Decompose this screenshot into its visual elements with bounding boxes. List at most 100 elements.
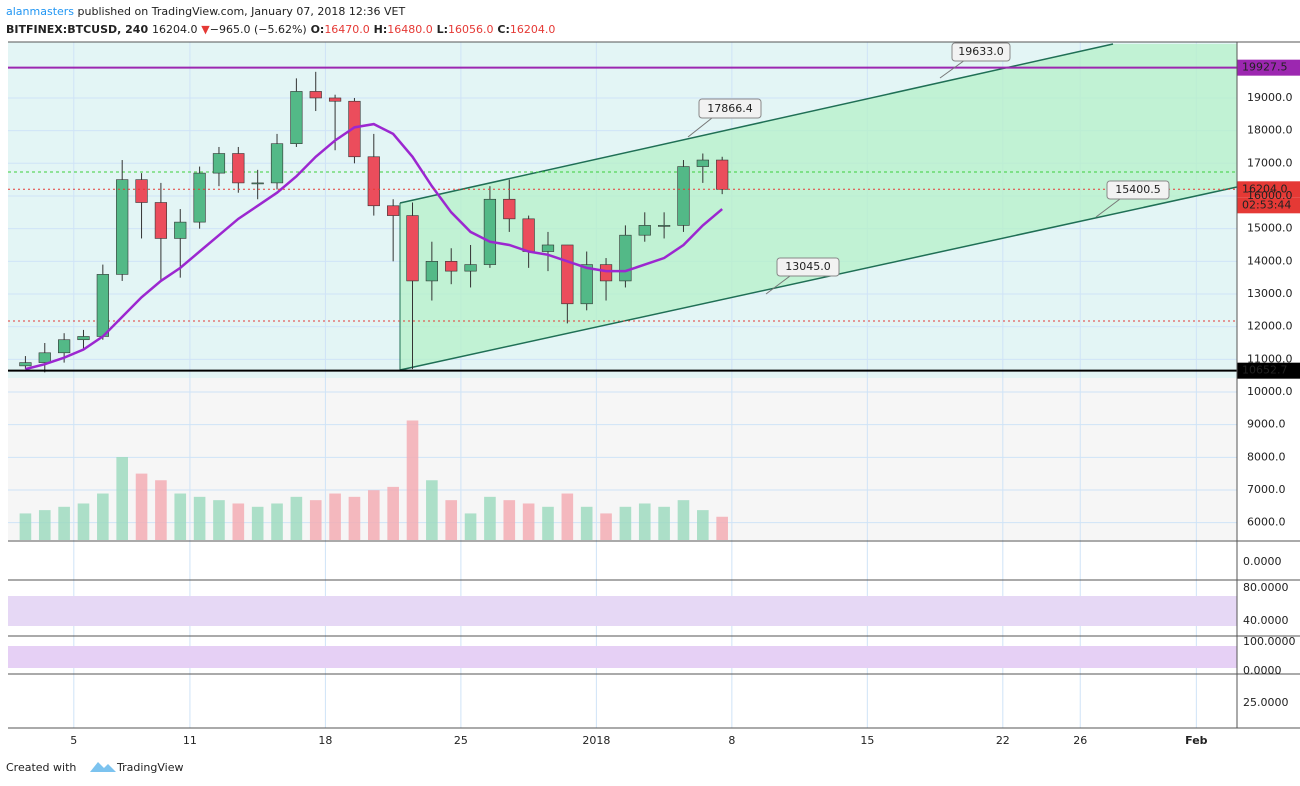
y-tick-label: 17000.0	[1247, 156, 1293, 169]
candle-body	[658, 225, 671, 227]
author[interactable]: alanmasters	[6, 5, 74, 18]
candle-body	[522, 218, 535, 252]
panel-tick: 25.0000	[1243, 696, 1289, 709]
volume	[19, 420, 728, 540]
volume-bar	[38, 510, 51, 540]
y-tick-label: 19000.0	[1247, 91, 1293, 104]
volume-bar	[580, 506, 593, 540]
y-tick-label: 10000.0	[1247, 385, 1293, 398]
candle-body	[38, 352, 51, 363]
x-tick-label: 26	[1073, 734, 1087, 747]
panel-tick: 100.0000	[1243, 635, 1296, 648]
x-tick-label: 5	[70, 734, 77, 747]
volume-bar	[213, 500, 225, 540]
y-tick-label: 6000.0	[1247, 516, 1286, 529]
callout: 19633.0	[939, 42, 1011, 79]
volume-bar	[193, 496, 206, 540]
y-tick-label: 8000.0	[1247, 450, 1286, 463]
volume-bar	[232, 503, 245, 540]
volume-bar	[329, 493, 341, 540]
candle-body	[58, 339, 71, 354]
price-tag-text: 10652.7	[1242, 364, 1288, 377]
y-tick-label: 9000.0	[1247, 418, 1286, 431]
channel-upper	[399, 43, 1114, 204]
symbol-line: BITFINEX:BTCUSD, 240 16204.0 ▼−965.0 (−5…	[6, 23, 555, 36]
moving-average	[25, 122, 723, 371]
h-label: H:	[374, 23, 388, 36]
volume-bar	[348, 496, 361, 540]
c-label: C:	[497, 23, 509, 36]
x-tick-label: 18	[318, 734, 332, 747]
x-tick-label: 2018	[582, 734, 610, 747]
price-tag	[1237, 59, 1300, 76]
candle-body	[270, 143, 284, 184]
volume-bar	[600, 513, 612, 540]
candle-body	[677, 166, 690, 226]
panel-tick: 40.0000	[1243, 614, 1289, 627]
candle-body	[638, 225, 651, 236]
callout-text: 13045.0	[785, 260, 831, 273]
candle-body	[483, 198, 497, 265]
candle-body	[619, 234, 632, 282]
candle-body	[541, 244, 555, 252]
y-tick-label: 13000.0	[1247, 287, 1293, 300]
volume-bar	[619, 506, 632, 540]
volume-bar	[503, 500, 516, 540]
volume-bar	[155, 480, 167, 540]
candle-body	[135, 179, 148, 203]
candle-body	[599, 264, 613, 282]
candle-body	[328, 97, 342, 102]
candle-body	[696, 159, 709, 167]
callout-text: 19633.0	[958, 45, 1004, 58]
y-tick-label: 7000.0	[1247, 483, 1286, 496]
candle-body	[77, 336, 90, 341]
volume-bar	[445, 500, 458, 540]
volume-bar	[387, 486, 399, 540]
volume-bar	[522, 503, 535, 540]
volume-bar	[658, 506, 670, 540]
countdown-tag	[1237, 197, 1300, 214]
volume-bar	[367, 490, 380, 540]
candle-body	[716, 159, 729, 190]
candle-body	[367, 156, 380, 207]
x-tick-label: 11	[183, 734, 197, 747]
last: 16204.0	[152, 23, 198, 36]
price-tag	[1237, 362, 1300, 379]
published: published on TradingView.com, January 07…	[74, 5, 405, 18]
candle-body	[580, 264, 593, 305]
candle-body	[561, 244, 574, 305]
arrow: ▼	[201, 23, 210, 36]
volume-bar	[309, 500, 322, 540]
candle-body	[309, 91, 322, 99]
price-tag-text: 16204.0	[1242, 182, 1288, 195]
panel-tick: 0.0000	[1243, 664, 1282, 677]
callout-text: 15400.5	[1115, 183, 1161, 196]
l-label: L:	[437, 23, 448, 36]
channel-lower	[399, 186, 1238, 371]
candle-body	[212, 153, 226, 174]
channel-fill	[400, 44, 1237, 370]
candle-body	[425, 261, 438, 282]
footer-brand[interactable]: TradingView	[116, 761, 183, 774]
candle-body	[503, 198, 516, 220]
y-tick-label: 18000.0	[1247, 124, 1293, 137]
volume-bar	[290, 496, 303, 540]
y-tick-label: 12000.0	[1247, 320, 1293, 333]
candle-body	[251, 182, 264, 185]
volume-bar	[97, 493, 109, 540]
candle-body	[290, 91, 303, 145]
candle-body	[174, 221, 187, 239]
volume-bar	[464, 513, 477, 540]
tv-logo	[90, 762, 116, 772]
y-tick-label: 14000.0	[1247, 254, 1293, 267]
header-line: alanmasters published on TradingView.com…	[6, 5, 406, 18]
volume-bar	[677, 500, 690, 540]
candle-body	[193, 172, 206, 223]
volume-bar	[271, 503, 283, 540]
candle-body	[96, 274, 109, 337]
countdown-text: 02:53:44	[1242, 198, 1291, 211]
price-tag-text: 19927.5	[1242, 61, 1288, 74]
close: 16204.0	[510, 23, 556, 36]
change: −965.0 (−5.62%)	[210, 23, 307, 36]
low: 16056.0	[448, 23, 494, 36]
